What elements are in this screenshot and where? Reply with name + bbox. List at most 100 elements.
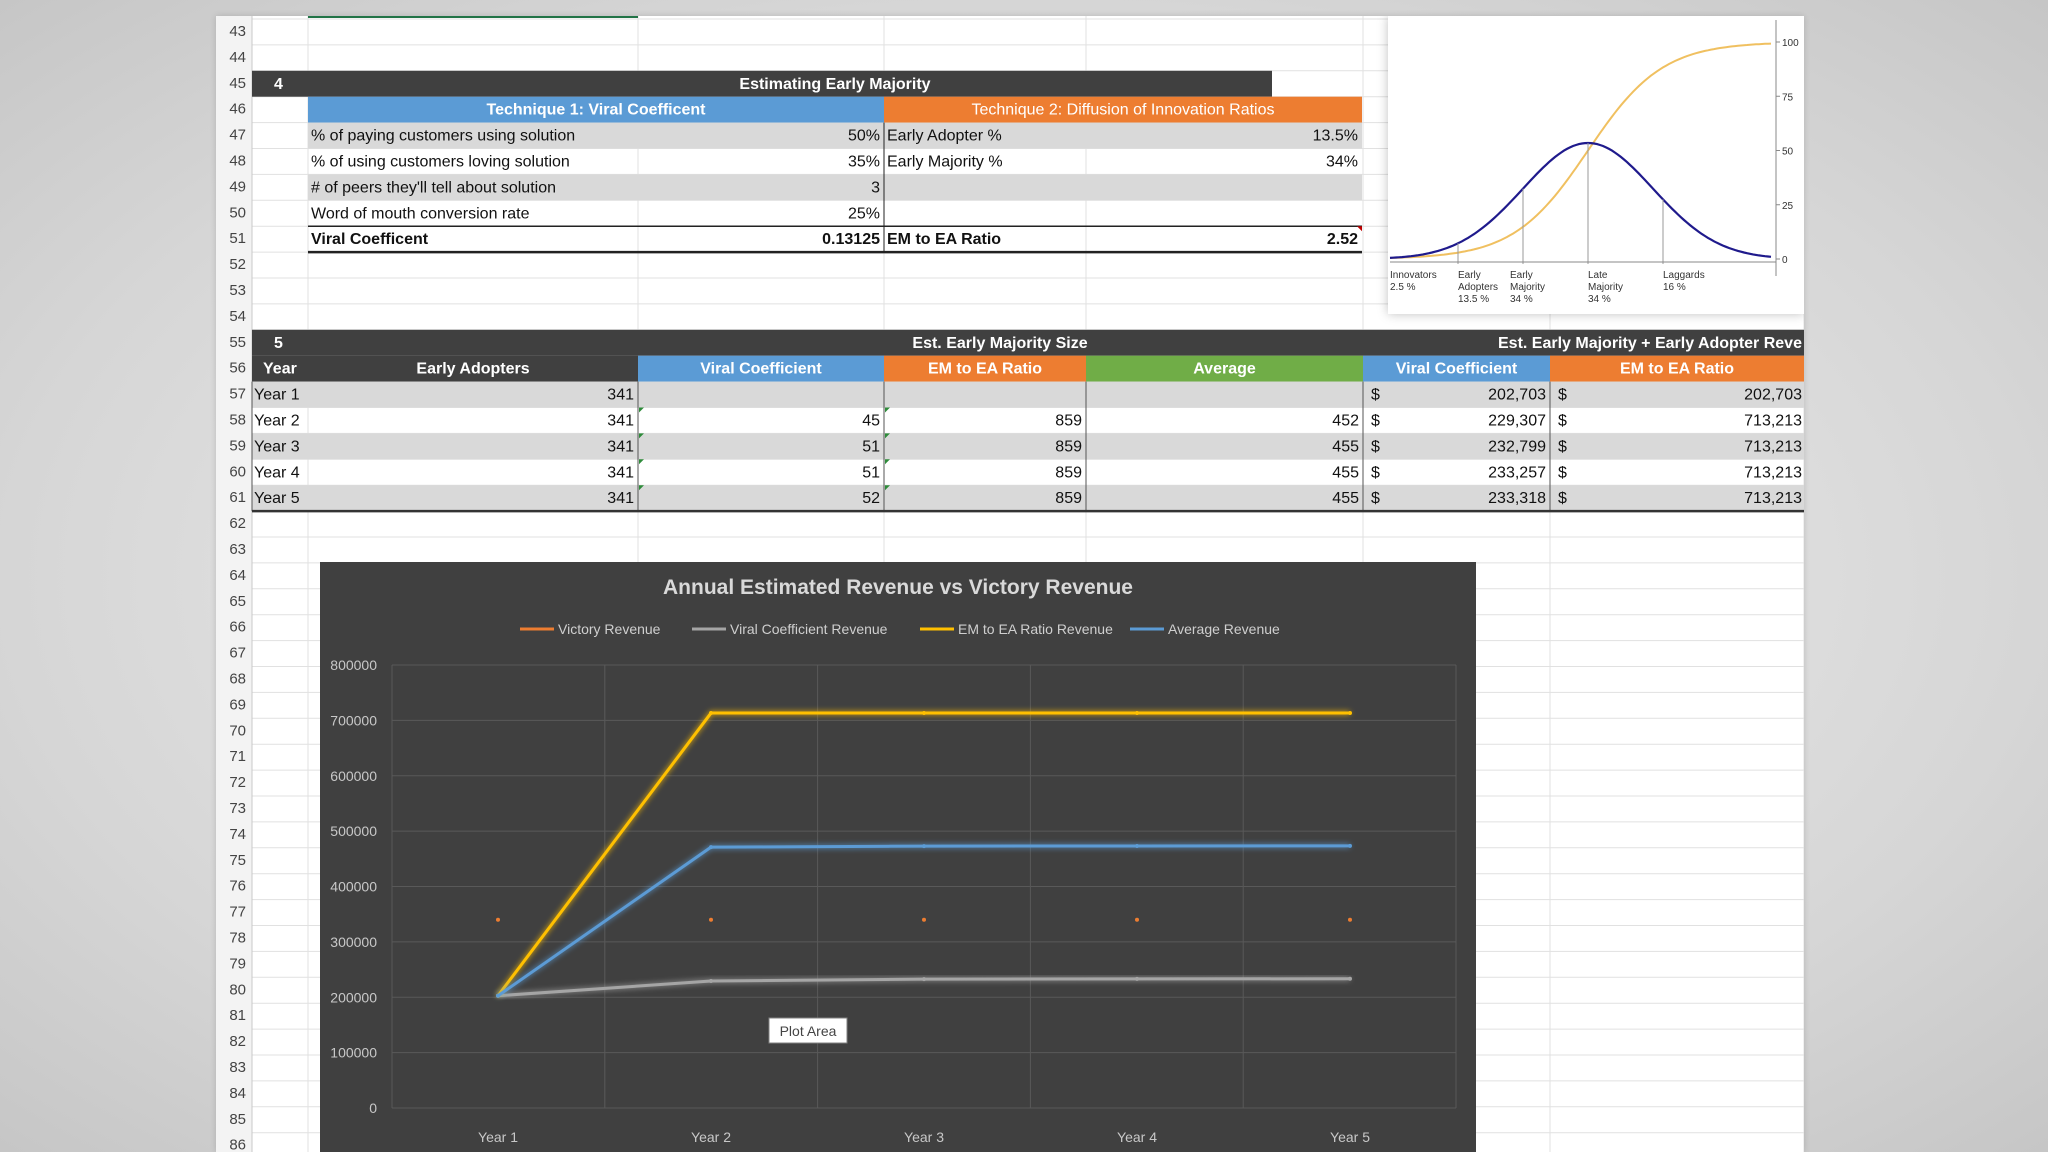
series-line-1[interactable] bbox=[497, 977, 1351, 998]
technique2-value[interactable]: 34% bbox=[1326, 154, 1358, 171]
viral-revenue-cell[interactable]: 233,257 bbox=[1488, 464, 1546, 481]
row-number[interactable]: 58 bbox=[229, 412, 246, 429]
data-point[interactable] bbox=[1348, 711, 1352, 716]
early-adopters-cell[interactable]: 341 bbox=[607, 387, 634, 404]
average-header[interactable]: Average bbox=[1193, 361, 1256, 378]
em-ea-revenue-cell[interactable]: 713,213 bbox=[1744, 413, 1802, 430]
row-number[interactable]: 70 bbox=[229, 722, 246, 739]
viral-revenue-cell[interactable]: 232,799 bbox=[1488, 438, 1546, 455]
technique2-value[interactable]: 13.5% bbox=[1313, 128, 1358, 145]
row-number[interactable]: 54 bbox=[229, 308, 246, 325]
data-point[interactable] bbox=[709, 979, 713, 984]
y-tick-label[interactable]: 400000 bbox=[330, 879, 377, 895]
row-number[interactable]: 44 bbox=[229, 49, 246, 66]
spreadsheet[interactable]: 43 44 45 46 47 48 49 50 51 52 53 54 55 56 57 58 59 60 61 62… bbox=[216, 16, 1804, 1152]
row-number[interactable]: 43 bbox=[229, 23, 246, 40]
year-header[interactable]: Year bbox=[263, 361, 297, 378]
revenue-chart[interactable]: Annual Estimated Revenue vs Victory Reve… bbox=[320, 562, 1476, 1152]
technique1-value[interactable]: 25% bbox=[848, 205, 880, 222]
series-line-2[interactable] bbox=[496, 711, 1350, 997]
row-number[interactable]: 48 bbox=[229, 153, 246, 170]
row-number[interactable]: 56 bbox=[229, 360, 246, 377]
x-tick-label[interactable]: Year 2 bbox=[691, 1129, 731, 1145]
row-number[interactable]: 75 bbox=[229, 852, 246, 869]
row-number[interactable]: 66 bbox=[229, 619, 246, 636]
year-cell[interactable]: Year 4 bbox=[254, 464, 300, 481]
em-ea-revenue-cell[interactable]: 713,213 bbox=[1744, 438, 1802, 455]
viral-coefficient-cell[interactable]: 52 bbox=[862, 490, 880, 507]
data-point[interactable] bbox=[496, 993, 500, 998]
y-tick-label[interactable]: 100000 bbox=[330, 1045, 377, 1061]
row-number[interactable]: 61 bbox=[229, 489, 246, 506]
data-point[interactable] bbox=[1348, 976, 1352, 981]
row-number[interactable]: 85 bbox=[229, 1111, 246, 1128]
early-adopters-header[interactable]: Early Adopters bbox=[416, 361, 529, 378]
row-number[interactable]: 84 bbox=[229, 1085, 246, 1102]
em-ea-ratio-cell[interactable]: 859 bbox=[1055, 464, 1082, 481]
viral-revenue-cell[interactable]: 202,703 bbox=[1488, 387, 1546, 404]
em-ea-ratio-label[interactable]: EM to EA Ratio bbox=[887, 231, 1001, 248]
x-tick-label[interactable]: Year 1 bbox=[478, 1129, 518, 1145]
technique1-value[interactable]: 50% bbox=[848, 128, 880, 145]
year-cell[interactable]: Year 5 bbox=[254, 490, 300, 507]
row-number[interactable]: 68 bbox=[229, 671, 246, 688]
row-number[interactable]: 79 bbox=[229, 955, 246, 972]
row-number[interactable]: 69 bbox=[229, 696, 246, 713]
row-number[interactable]: 73 bbox=[229, 800, 246, 817]
early-adopters-cell[interactable]: 341 bbox=[607, 464, 634, 481]
early-adopters-cell[interactable]: 341 bbox=[607, 413, 634, 430]
diffusion-of-innovation-chart[interactable]: 100 75 50 25 0 Innovators 2.5 % Early Adopters 13… bbox=[1388, 16, 1804, 314]
row-number[interactable]: 78 bbox=[229, 930, 246, 947]
year-cell[interactable]: Year 2 bbox=[254, 413, 300, 430]
row-number[interactable]: 81 bbox=[229, 1007, 246, 1024]
legend-entry[interactable]: Viral Coefficient Revenue bbox=[730, 621, 888, 637]
technique1-label[interactable]: % of using customers loving solution bbox=[311, 154, 570, 171]
row-number[interactable]: 60 bbox=[229, 463, 246, 480]
y-tick-label[interactable]: 300000 bbox=[330, 934, 377, 950]
y-tick-label[interactable]: 500000 bbox=[330, 823, 377, 839]
row-number[interactable]: 53 bbox=[229, 282, 246, 299]
chart-title[interactable]: Annual Estimated Revenue vs Victory Reve… bbox=[663, 576, 1133, 599]
data-point[interactable] bbox=[709, 711, 713, 716]
early-adopters-cell[interactable]: 341 bbox=[607, 490, 634, 507]
section4-title[interactable]: Estimating Early Majority bbox=[739, 76, 930, 93]
row-number[interactable]: 51 bbox=[229, 230, 246, 247]
average-cell[interactable]: 455 bbox=[1332, 490, 1359, 507]
row-number[interactable]: 71 bbox=[229, 748, 246, 765]
row-number[interactable]: 72 bbox=[229, 774, 246, 791]
viral-revenue-cell[interactable]: 233,318 bbox=[1488, 490, 1546, 507]
legend-entry[interactable]: Average Revenue bbox=[1168, 621, 1280, 637]
section4-number[interactable]: 4 bbox=[274, 76, 283, 93]
average-cell[interactable]: 455 bbox=[1332, 464, 1359, 481]
legend-entry[interactable]: Victory Revenue bbox=[558, 621, 661, 637]
data-point[interactable] bbox=[922, 977, 926, 982]
section5-title[interactable]: Est. Early Majority Size bbox=[912, 335, 1087, 352]
viral-revenue-header[interactable]: Viral Coefficient bbox=[1396, 361, 1518, 378]
data-point[interactable] bbox=[496, 917, 500, 922]
data-point[interactable] bbox=[922, 711, 926, 716]
y-tick-label[interactable]: 800000 bbox=[330, 657, 377, 673]
em-ea-revenue-header[interactable]: EM to EA Ratio bbox=[1620, 361, 1734, 378]
em-ea-ratio-cell[interactable]: 859 bbox=[1055, 413, 1082, 430]
data-point[interactable] bbox=[922, 844, 926, 849]
data-point[interactable] bbox=[922, 917, 926, 922]
viral-revenue-cell[interactable]: 229,307 bbox=[1488, 413, 1546, 430]
row-number[interactable]: 82 bbox=[229, 1033, 246, 1050]
row-number[interactable]: 57 bbox=[229, 386, 246, 403]
y-tick-label[interactable]: 0 bbox=[369, 1100, 377, 1116]
viral-coefficient-cell[interactable]: 45 bbox=[862, 413, 880, 430]
row-number[interactable]: 83 bbox=[229, 1059, 246, 1076]
em-ea-ratio-value[interactable]: 2.52 bbox=[1327, 231, 1358, 248]
viral-coefficient-label[interactable]: Viral Coefficent bbox=[311, 231, 429, 248]
technique1-label[interactable]: # of peers they'll tell about solution bbox=[311, 179, 556, 196]
row-number[interactable]: 45 bbox=[229, 75, 246, 92]
row-number[interactable]: 86 bbox=[229, 1137, 246, 1152]
em-ea-revenue-cell[interactable]: 713,213 bbox=[1744, 490, 1802, 507]
technique2-header[interactable]: Technique 2: Diffusion of Innovation Rat… bbox=[971, 102, 1274, 119]
technique2-label[interactable]: Early Adopter % bbox=[887, 128, 1002, 145]
data-point[interactable] bbox=[709, 845, 713, 850]
viral-coefficient-header[interactable]: Viral Coefficient bbox=[700, 361, 822, 378]
technique1-label[interactable]: Word of mouth conversion rate bbox=[311, 205, 530, 222]
em-ea-revenue-cell[interactable]: 713,213 bbox=[1744, 464, 1802, 481]
em-ea-ratio-header[interactable]: EM to EA Ratio bbox=[928, 361, 1042, 378]
